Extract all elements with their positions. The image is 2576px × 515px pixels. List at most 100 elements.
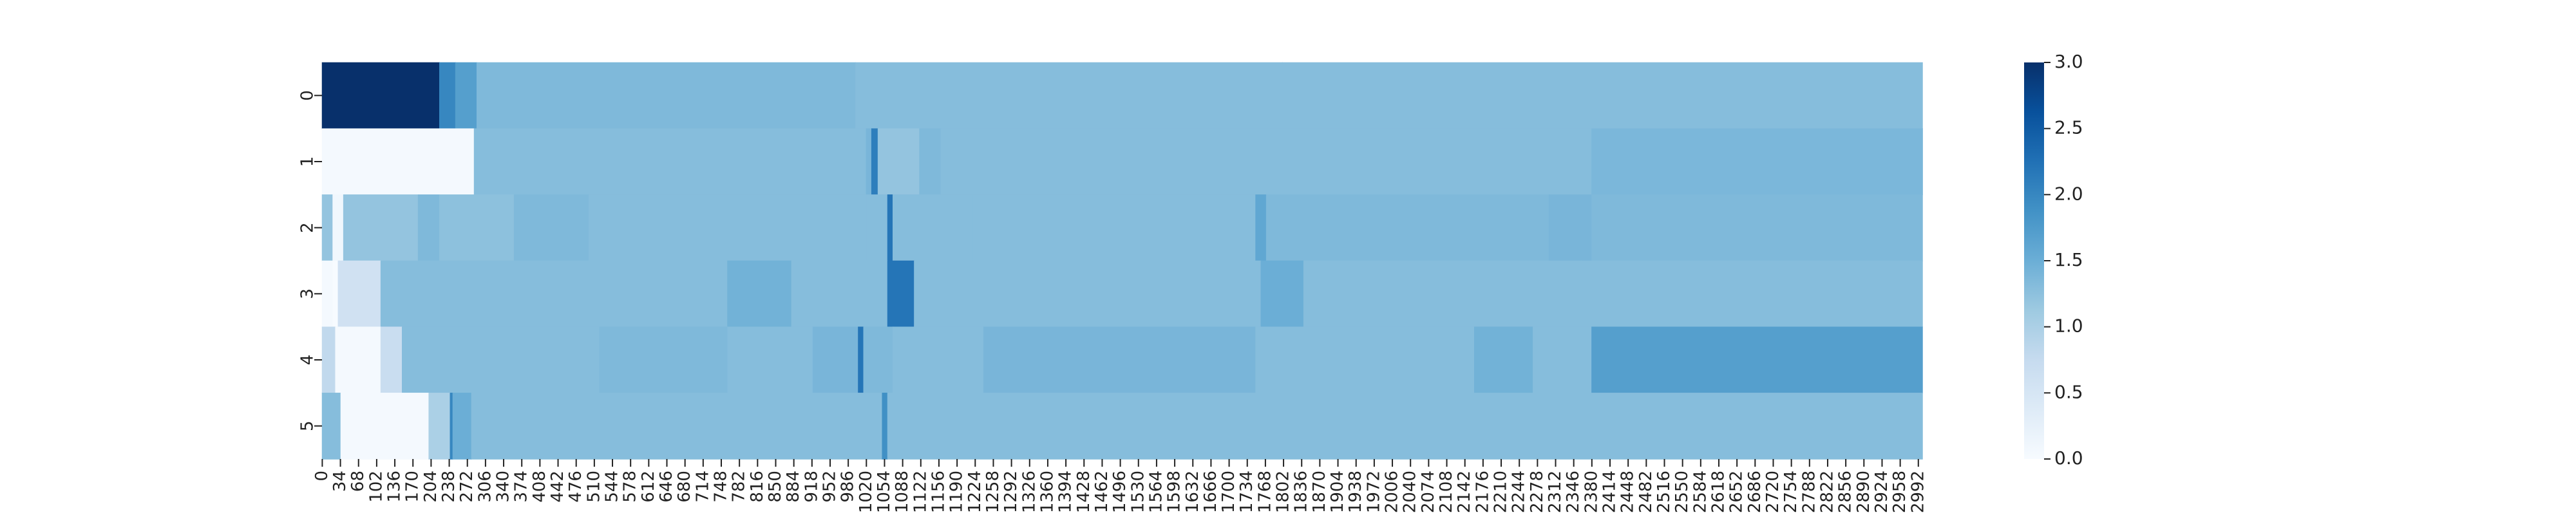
heatmap-cell-row-4-seg-11 <box>1255 326 1475 394</box>
heatmap-cell-row-4-seg-7 <box>858 326 864 394</box>
x-tick-label-2856: 2856 <box>1836 471 1855 513</box>
heatmap-cell-row-0-seg-0 <box>321 62 440 129</box>
x-tick-label-1666: 1666 <box>1201 471 1220 513</box>
heatmap-cell-row-3-seg-3 <box>380 260 728 328</box>
heatmap-cell-row-4-seg-0 <box>321 326 336 394</box>
heatmap-cell-row-5-seg-5 <box>471 393 883 460</box>
x-tick-label-1224: 1224 <box>965 471 985 513</box>
heatmap-cell-row-1-seg-8 <box>1591 128 1923 196</box>
colorbar-ticks: 0.0 0.5 1.0 1.5 2.0 2.5 3.0 <box>2044 51 2083 469</box>
x-tick-label-272: 272 <box>457 471 477 503</box>
x-tick-label-578: 578 <box>621 471 640 503</box>
x-tick-label-1768: 1768 <box>1255 471 1274 513</box>
x-tick-label-680: 680 <box>675 471 694 503</box>
heatmap-cell-row-2-seg-3 <box>417 194 440 261</box>
heatmap-cell-row-5-seg-7 <box>887 393 1923 460</box>
heatmap-cell-row-1-seg-3 <box>871 128 878 196</box>
heatmap-cell-row-4-seg-8 <box>863 326 894 394</box>
x-tick-label-1904: 1904 <box>1328 471 1347 513</box>
x-tick-label-1054: 1054 <box>875 471 894 513</box>
y-tick-label-1: 1 <box>298 156 317 167</box>
x-tick-label-1122: 1122 <box>911 471 930 513</box>
heatmap-cell-row-3-seg-2 <box>337 260 381 328</box>
heatmap-cell-row-2-seg-4 <box>439 194 515 261</box>
x-tick-label-1564: 1564 <box>1146 471 1166 513</box>
x-tick-label-2346: 2346 <box>1564 471 1583 513</box>
x-tick-label-2924: 2924 <box>1872 471 1891 513</box>
x-tick-label-850: 850 <box>766 471 785 503</box>
heatmap-cell-row-2-seg-8 <box>887 194 894 261</box>
x-tick-label-2618: 2618 <box>1709 471 1728 513</box>
x-tick-label-2108: 2108 <box>1437 471 1456 513</box>
heatmap-cell-row-2-seg-13 <box>1548 194 1593 261</box>
x-tick-label-1190: 1190 <box>947 471 967 513</box>
x-tick-label-1428: 1428 <box>1074 471 1094 513</box>
heatmap-cell-row-4-seg-6 <box>812 326 859 394</box>
x-tick-label-1938: 1938 <box>1346 471 1365 513</box>
heatmap-cell-row-5-seg-0 <box>321 393 341 460</box>
x-tick-label-1972: 1972 <box>1364 471 1383 513</box>
heatmap-cell-row-4-seg-4 <box>599 326 728 394</box>
x-tick-label-1156: 1156 <box>929 471 948 513</box>
x-tick-label-2074: 2074 <box>1419 471 1438 513</box>
x-tick-label-1700: 1700 <box>1219 471 1238 513</box>
y-tick-label-0: 0 <box>298 90 317 101</box>
x-tick-label-1326: 1326 <box>1019 471 1039 513</box>
x-tick-label-2890: 2890 <box>1854 471 1873 513</box>
x-tick-label-306: 306 <box>475 471 495 503</box>
heatmap-cell-row-4-seg-13 <box>1533 326 1593 394</box>
x-tick-label-2380: 2380 <box>1582 471 1601 513</box>
colorbar-tick-label-2.5: 2.5 <box>2054 117 2083 138</box>
y-tick-label-3: 3 <box>298 288 317 299</box>
x-tick-label-2754: 2754 <box>1781 471 1801 513</box>
heatmap-cell-row-4-seg-2 <box>380 326 402 394</box>
colorbar-tick-label-3.0: 3.0 <box>2054 51 2083 72</box>
x-tick-label-1632: 1632 <box>1183 471 1202 513</box>
heatmap-cell-row-2-seg-6 <box>588 194 867 261</box>
x-tick-label-2278: 2278 <box>1528 471 1547 513</box>
heatmap-cell-row-3-seg-8 <box>1260 260 1304 328</box>
x-tick-label-952: 952 <box>820 471 839 503</box>
x-tick-label-2448: 2448 <box>1618 471 1638 513</box>
heatmap-cell-row-4-seg-1 <box>335 326 381 394</box>
x-tick-label-1870: 1870 <box>1310 471 1329 513</box>
x-tick-label-1802: 1802 <box>1274 471 1293 513</box>
x-tick-label-2720: 2720 <box>1763 471 1783 513</box>
heatmap-cell-row-5-seg-1 <box>340 393 430 460</box>
x-tick-label-1836: 1836 <box>1292 471 1311 513</box>
x-tick-label-2312: 2312 <box>1546 471 1565 513</box>
x-tick-label-136: 136 <box>385 471 404 503</box>
heatmap-cell-row-2-seg-12 <box>1265 194 1549 261</box>
heatmap-cell-row-1-seg-4 <box>877 128 888 196</box>
x-tick-label-102: 102 <box>366 471 386 503</box>
x-tick-label-2482: 2482 <box>1636 471 1656 513</box>
x-tick-label-2992: 2992 <box>1908 471 1927 513</box>
heatmap-cell-row-0-seg-1 <box>439 62 456 129</box>
x-tick-label-2822: 2822 <box>1817 471 1837 513</box>
heatmap-cell-row-5-seg-6 <box>882 393 888 460</box>
x-tick-label-374: 374 <box>512 471 531 503</box>
y-tick-label-5: 5 <box>298 420 317 431</box>
heatmap-cell-row-0-seg-4 <box>855 62 1283 129</box>
x-tick-label-340: 340 <box>494 471 513 503</box>
x-tick-label-2584: 2584 <box>1690 471 1710 513</box>
y-tick-label-4: 4 <box>298 355 317 366</box>
heatmap-cell-row-1-seg-5 <box>887 128 920 196</box>
x-tick-label-170: 170 <box>403 471 422 503</box>
x-tick-label-0: 0 <box>312 471 332 482</box>
heatmap-cell-row-4-seg-3 <box>402 326 600 394</box>
heatmap-cell-row-1-seg-2 <box>866 128 872 196</box>
heatmap-cells <box>321 62 1923 460</box>
colorbar-tick-label-1.5: 1.5 <box>2054 249 2083 270</box>
heatmap-cell-row-0-seg-2 <box>455 62 477 129</box>
x-tick-label-884: 884 <box>784 471 803 503</box>
x-tick-label-782: 782 <box>730 471 749 503</box>
heatmap-cell-row-2-seg-0 <box>321 194 334 261</box>
heatmap-cell-row-4-seg-9 <box>893 326 984 394</box>
heatmap-cell-row-3-seg-9 <box>1303 260 1582 328</box>
x-tick-label-68: 68 <box>348 471 368 492</box>
heatmap-cell-row-1-seg-1 <box>473 128 867 196</box>
x-tick-label-1462: 1462 <box>1092 471 1112 513</box>
colorbar-tick-label-0.5: 0.5 <box>2054 381 2083 402</box>
